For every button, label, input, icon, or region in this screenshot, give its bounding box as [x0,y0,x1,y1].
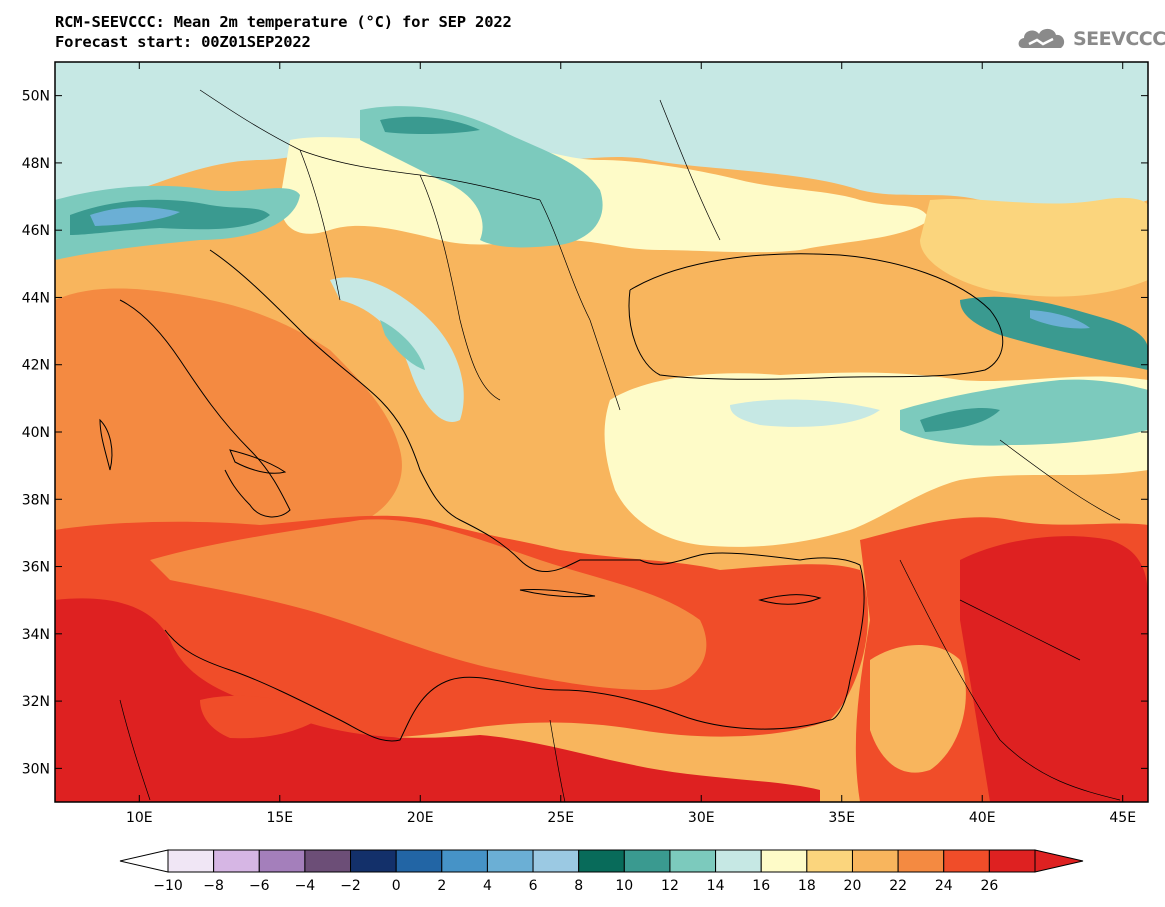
colorbar-label: −8 [203,878,224,894]
seevccc-logo: SEEVCCC [1015,20,1165,56]
colorbar-label: 4 [483,878,492,894]
colorbar-label: 16 [752,878,770,894]
colorbar-label: 20 [844,878,862,894]
title-line-1: RCM-SEEVCCC: Mean 2m temperature (°C) fo… [55,13,512,31]
lon-label: 25E [547,810,574,826]
colorbar-under-arrow [119,849,169,873]
lat-label: 32N [22,694,50,710]
colorbar-label: 6 [529,878,538,894]
colorbar-label: 26 [980,878,998,894]
colorbar-over-arrow [1034,849,1084,873]
colorbar-segment [806,849,853,873]
colorbar-segment [350,849,397,873]
lon-label: 15E [266,810,293,826]
colorbar-segment [532,849,580,873]
lat-label: 40N [22,425,50,441]
lat-label: 44N [22,290,50,306]
colorbar-label: 14 [707,878,725,894]
lat-label: 38N [22,492,50,508]
lat-label: 36N [22,560,50,576]
colorbar-label: 24 [935,878,953,894]
lon-label: 30E [688,810,715,826]
colorbar-label: −10 [153,878,183,894]
longitude-ticks: 10E 15E 20E 25E 30E 35E 40E 45E [126,62,1136,826]
colorbar-segment [623,849,671,873]
logo-text: SEEVCCC [1073,28,1165,50]
colorbar-segment [760,849,808,873]
colorbar-segment [897,849,945,873]
lat-label: 48N [22,156,50,172]
lat-label: 50N [22,89,50,105]
colorbar-segment [715,849,762,873]
colorbar-segment [988,849,1036,873]
colorbar-label: 12 [661,878,679,894]
colorbar: −10 −8 −6 −4 −2 0 2 4 6 8 10 12 14 16 18 20 22 24 26 [119,849,1084,894]
latitude-ticks: 50N 48N 46N 44N 42N 40N 38N 36N 34N 32N 30N [22,89,1148,777]
colorbar-label: 0 [392,878,401,894]
lon-label: 40E [969,810,996,826]
lat-label: 42N [22,358,50,374]
colorbar-segment [851,849,899,873]
colorbar-label: 2 [437,878,446,894]
colorbar-segment [213,849,260,873]
colorbar-segment [943,849,990,873]
colorbar-segment [441,849,488,873]
map-title: RCM-SEEVCCC: Mean 2m temperature (°C) fo… [55,12,512,52]
colorbar-label: 18 [798,878,816,894]
lat-label: 34N [22,627,50,643]
lon-label: 20E [407,810,434,826]
colorbar-label: 10 [615,878,633,894]
colorbar-label: 22 [889,878,907,894]
colorbar-segment [669,849,717,873]
lon-label: 35E [828,810,855,826]
colorbar-label: −4 [295,878,316,894]
colorbar-segment [578,849,625,873]
colorbar-segment [395,849,443,873]
title-line-2: Forecast start: 00Z01SEP2022 [55,33,311,51]
colorbar-label: 8 [574,878,583,894]
colorbar-segment [167,849,215,873]
lon-label: 10E [126,810,153,826]
colorbar-label: −6 [249,878,270,894]
temperature-field [55,62,1148,802]
lat-label: 30N [22,761,50,777]
colorbar-segment [304,849,352,873]
colorbar-label: −2 [340,878,361,894]
cloud-icon [1018,28,1065,48]
lat-label: 46N [22,223,50,239]
colorbar-segment [258,849,306,873]
country-borders [119,89,1121,802]
lon-label: 45E [1109,810,1136,826]
coastlines [99,249,1004,742]
colorbar-segment [486,849,534,873]
